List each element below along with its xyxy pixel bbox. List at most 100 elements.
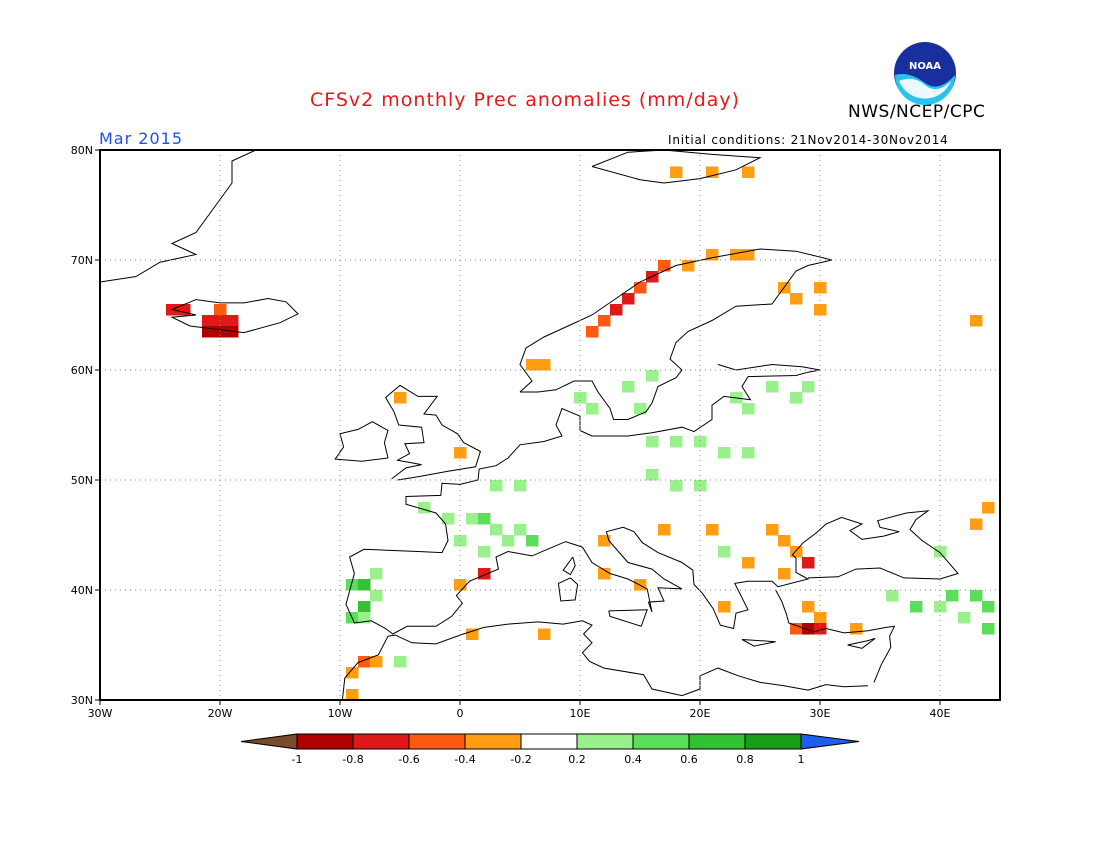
lon-label: 0 [457, 707, 464, 720]
anomaly-cell [802, 557, 815, 569]
anomaly-cell [778, 568, 791, 580]
lon-label: 10E [570, 707, 591, 720]
anomaly-cell [730, 249, 743, 261]
anomaly-cell [514, 524, 527, 536]
coastline [557, 577, 579, 602]
anomaly-cell [706, 249, 719, 261]
anomaly-cell [970, 590, 983, 602]
lon-label: 30W [88, 707, 113, 720]
anomaly-cell [526, 359, 539, 371]
anomaly-cell [742, 166, 755, 178]
coastline [384, 384, 482, 481]
forecast-month: Mar 2015 [99, 129, 183, 148]
coastline [519, 248, 833, 420]
colorbar-label: 1 [798, 753, 805, 766]
colorbar-arrow-high [800, 733, 860, 750]
anomaly-cell [766, 381, 779, 393]
colorbar-segment [632, 733, 690, 750]
anomaly-cell [682, 260, 695, 272]
anomaly-cell [658, 524, 671, 536]
colorbar-segment [520, 733, 578, 750]
anomaly-cell [658, 260, 671, 272]
coastline [99, 149, 257, 283]
anomaly-cell [814, 612, 827, 624]
anomaly-cell [814, 623, 827, 635]
coastline [345, 363, 959, 635]
coastline [591, 149, 762, 184]
anomaly-cell [886, 590, 899, 602]
anomaly-cell [214, 304, 227, 316]
anomaly-cell [634, 579, 647, 591]
lon-label: 20W [208, 707, 233, 720]
anomaly-cell [742, 447, 755, 459]
anomaly-cell [358, 579, 371, 591]
anomaly-cell [790, 546, 803, 558]
anomaly-cell [970, 315, 983, 327]
colorbar-label: -0.8 [342, 753, 363, 766]
anomaly-cell [622, 381, 635, 393]
anomaly-cell [910, 601, 923, 613]
colorbar-label: -0.6 [398, 753, 419, 766]
lon-label: 20E [690, 707, 711, 720]
colorbar-segment [296, 733, 354, 750]
colorbar-label: -0.4 [454, 753, 475, 766]
anomaly-cell [538, 628, 551, 640]
anomaly-cell [814, 282, 827, 294]
coastline [741, 639, 776, 647]
colorbar-segment [576, 733, 634, 750]
anomaly-cell [778, 535, 791, 547]
anomaly-cell [598, 315, 611, 327]
anomaly-cell [358, 601, 371, 613]
anomaly-cell [538, 359, 551, 371]
lat-label: 60N [71, 364, 93, 377]
anomaly-cell [466, 628, 479, 640]
anomaly-cell [934, 601, 947, 613]
coastlines [99, 149, 1001, 701]
anomaly-cells [166, 166, 995, 701]
anomaly-cell [814, 304, 827, 316]
anomaly-cell [982, 623, 995, 635]
anomaly-cell [706, 166, 719, 178]
anomaly-cell [598, 535, 611, 547]
anomaly-cell [742, 403, 755, 415]
lat-label: 50N [71, 474, 93, 487]
anomaly-cell [982, 502, 995, 514]
anomaly-cell [574, 392, 587, 404]
anomaly-cell [766, 524, 779, 536]
map-frame [99, 149, 1001, 701]
anomaly-cell [790, 623, 803, 635]
anomaly-cell [226, 326, 239, 338]
anomaly-cell [706, 524, 719, 536]
initial-conditions-label: Initial conditions: 21Nov2014-30Nov2014 [668, 133, 949, 147]
colorbar-label: 0.6 [680, 753, 698, 766]
anomaly-cell [718, 546, 731, 558]
anomaly-cell [346, 689, 359, 701]
lon-label: 40E [930, 707, 951, 720]
colorbar-label: 0.4 [624, 753, 642, 766]
anomaly-cell [970, 518, 983, 530]
anomaly-cell [634, 282, 647, 294]
anomaly-cell [802, 601, 815, 613]
anomaly-cell [202, 315, 215, 327]
lon-label: 30E [810, 707, 831, 720]
colorbar-segment [464, 733, 522, 750]
coastline [608, 609, 648, 627]
anomaly-cell [802, 381, 815, 393]
anomaly-cell [718, 601, 731, 613]
anomaly-cell [622, 293, 635, 305]
anomaly-cell [490, 480, 503, 492]
anomaly-cell [394, 392, 407, 404]
colorbar-label: -0.2 [510, 753, 531, 766]
colorbar-segment [744, 733, 802, 750]
anomaly-cell [982, 601, 995, 613]
colorbar-arrow-low [240, 733, 298, 750]
anomaly-cell [526, 535, 539, 547]
anomaly-cell [454, 579, 467, 591]
anomaly-cell [478, 568, 491, 580]
coastline [847, 637, 876, 649]
anomaly-cell [226, 315, 239, 327]
anomaly-cell [718, 447, 731, 459]
anomaly-cell [670, 480, 683, 492]
coastline [334, 421, 389, 462]
